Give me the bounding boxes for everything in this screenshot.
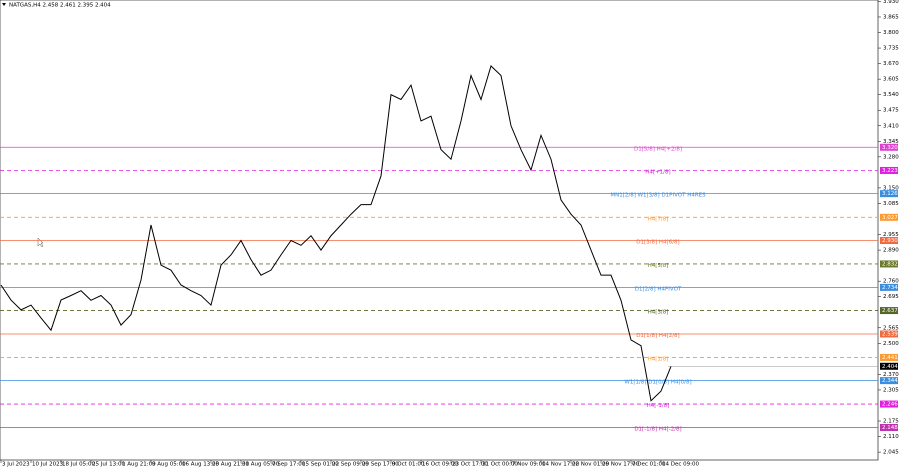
level-price-label: 2.539 <box>882 332 898 338</box>
level-price-label: 3.223 <box>882 168 898 174</box>
y-tick-label: 2.045 <box>883 450 899 456</box>
x-tick-label: 14 Nov 17:00 <box>542 462 580 468</box>
y-tick-label: 3.865 <box>883 14 899 20</box>
level-price-box <box>880 190 898 198</box>
level-price-box <box>880 307 898 315</box>
y-tick-label: 2.500 <box>883 341 899 347</box>
x-tick-label: 29 Nov 17:00 <box>602 462 640 468</box>
level-label: H4[3/8] <box>648 310 669 316</box>
x-tick-label: 15 Sep 01:00 <box>302 462 339 468</box>
x-tick-label: 7 Sep 17:00 <box>272 462 306 468</box>
y-tick-label: 3.280 <box>883 154 899 160</box>
level-price-label: 2.246 <box>882 402 898 408</box>
plot-frame <box>0 0 879 461</box>
level-price-label: 2.734 <box>882 285 898 291</box>
x-tick-label: 14 Dec 09:00 <box>662 462 699 468</box>
y-tick-label: 3.150 <box>883 185 899 191</box>
x-tick-label: 7 Nov 09:00 <box>512 462 546 468</box>
y-tick-label: 3.670 <box>883 61 899 67</box>
level-label: H4[1/8] <box>648 356 669 362</box>
x-tick-label: 31 Aug 05:00 <box>242 462 280 468</box>
level-label: H4[5/8] <box>648 263 669 269</box>
y-tick-label: 2.890 <box>883 248 899 254</box>
y-tick-label: 3.540 <box>883 92 899 98</box>
level-price-label: 2.441 <box>882 355 898 361</box>
y-tick-label: 2.760 <box>883 279 899 285</box>
level-price-box <box>880 330 898 338</box>
y-tick-label: 2.110 <box>883 434 899 440</box>
level-label: H4[7/8] <box>648 216 669 222</box>
level-price-box <box>880 423 898 431</box>
y-tick-label: 3.410 <box>883 123 899 129</box>
menu-triangle <box>2 3 6 6</box>
level-price-label: 3.027 <box>882 215 898 221</box>
y-tick-label: 3.800 <box>883 30 899 36</box>
x-tick-label: 9 Oct 01:00 <box>392 462 425 468</box>
level-price-box <box>880 400 898 408</box>
chart-title: NATGAS,H4 2.458 2.461 2.395 2.404 <box>9 3 111 9</box>
x-tick-label: 9 Aug 05:00 <box>152 462 186 468</box>
level-price-box <box>880 213 898 221</box>
y-tick-label: 3.475 <box>883 108 899 114</box>
level-price-label: 3.126 <box>882 191 898 197</box>
x-tick-label: 29 Sep 17:00 <box>362 462 399 468</box>
x-tick-label: 23 Aug 21:00 <box>212 462 250 468</box>
level-price-box <box>880 260 898 268</box>
level-price-box <box>880 353 898 361</box>
level-price-label: 2.832 <box>882 261 898 267</box>
x-tick-label: 7 Dec 01:00 <box>632 462 666 468</box>
x-tick-label: 22 Nov 01:00 <box>572 462 610 468</box>
x-tick-label: 10 Jul 2023 <box>32 462 64 468</box>
x-tick-label: 23 Oct 17:00 <box>452 462 488 468</box>
x-tick-label: 1 Aug 21:00 <box>122 462 156 468</box>
y-tick-label: 2.370 <box>883 372 899 378</box>
current-price-box <box>880 362 898 370</box>
current-price-label: 2.404 <box>882 364 898 370</box>
y-tick-label: 2.695 <box>883 294 899 300</box>
y-tick-label: 2.955 <box>883 232 899 238</box>
level-label: H4[-1/8] <box>647 403 670 409</box>
y-tick-label: 2.565 <box>883 325 899 331</box>
level-label: D1[3/8] H4[6/8] <box>636 240 679 246</box>
level-label: D1[5/8] H4[+2/8] <box>634 146 682 152</box>
level-price-label: 2.344 <box>882 378 898 384</box>
y-tick-label: 2.175 <box>883 419 899 425</box>
level-label: D1[2/8] H4PIVOT <box>635 286 682 292</box>
level-price-box <box>880 143 898 151</box>
y-tick-label: 3.930 <box>883 0 899 5</box>
level-price-box <box>880 166 898 174</box>
level-price-box <box>880 377 898 385</box>
level-price-label: 2.148 <box>882 425 898 431</box>
level-label: MN1[2/8] W1[3/8] D1PIVOT H4RES <box>610 193 706 199</box>
x-tick-label: 22 Sep 09:00 <box>332 462 369 468</box>
level-label: D1[1/8] H4[2/8] <box>636 333 679 339</box>
x-tick-label: 16 Oct 09:00 <box>422 462 458 468</box>
level-label: W1[1/8] D1[0/8] H4[0/8] <box>624 380 691 386</box>
y-tick-label: 3.345 <box>883 139 899 145</box>
x-tick-label: 18 Jul 05:00 <box>62 462 95 468</box>
y-tick-label: 2.305 <box>883 387 899 393</box>
y-tick-label: 3.085 <box>883 201 899 207</box>
x-tick-label: 3 Jul 2023 <box>2 462 30 468</box>
level-price-box <box>880 237 898 245</box>
level-price-label: 2.930 <box>882 238 898 244</box>
y-tick-label: 3.605 <box>883 77 899 83</box>
x-tick-label: 16 Aug 13:00 <box>182 462 220 468</box>
level-price-label: 3.320 <box>882 145 898 151</box>
level-label: D1[-1/8] H4[-2/8] <box>634 426 681 432</box>
x-tick-label: 25 Jul 13:00 <box>92 462 125 468</box>
x-tick-label: 31 Oct 00:00 <box>482 462 518 468</box>
level-label: H4[+1/8] <box>645 169 670 175</box>
level-price-box <box>880 283 898 291</box>
price-line <box>0 65 672 402</box>
level-price-label: 2.637 <box>882 308 898 314</box>
y-tick-label: 3.735 <box>883 46 899 52</box>
